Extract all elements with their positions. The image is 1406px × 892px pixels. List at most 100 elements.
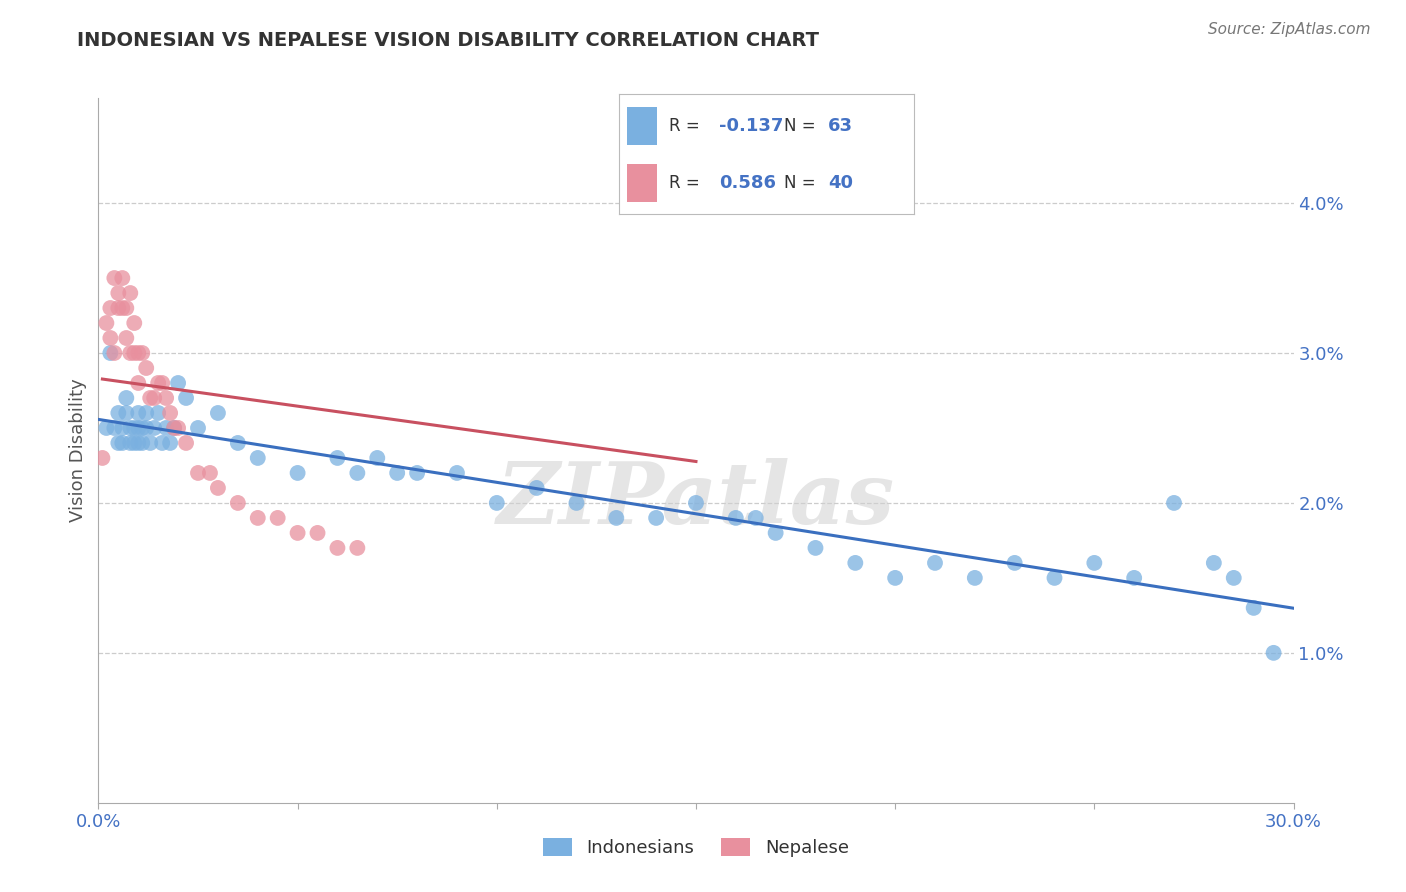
Point bbox=[127, 421, 149, 435]
Point bbox=[406, 466, 429, 480]
Point bbox=[366, 450, 388, 465]
Point bbox=[187, 421, 209, 435]
Point bbox=[155, 421, 177, 435]
Point bbox=[1202, 556, 1225, 570]
Point bbox=[167, 376, 190, 390]
Point bbox=[346, 466, 368, 480]
Point bbox=[745, 511, 768, 525]
Point bbox=[924, 556, 946, 570]
Point bbox=[963, 571, 986, 585]
Point bbox=[226, 496, 249, 510]
Y-axis label: Vision Disability: Vision Disability bbox=[69, 378, 87, 523]
Text: Source: ZipAtlas.com: Source: ZipAtlas.com bbox=[1208, 22, 1371, 37]
Point bbox=[111, 301, 134, 315]
Point bbox=[143, 391, 166, 405]
Point bbox=[198, 466, 221, 480]
Point bbox=[111, 421, 134, 435]
Point bbox=[120, 436, 142, 450]
Text: ZIPatlas: ZIPatlas bbox=[496, 458, 896, 541]
Point bbox=[1263, 646, 1285, 660]
Point bbox=[98, 331, 122, 345]
Point bbox=[1223, 571, 1246, 585]
Text: N =: N = bbox=[785, 117, 821, 136]
Point bbox=[96, 421, 118, 435]
Point bbox=[139, 436, 162, 450]
Point bbox=[163, 421, 186, 435]
Point bbox=[207, 406, 229, 420]
Point bbox=[91, 450, 114, 465]
Point bbox=[804, 541, 827, 555]
Point bbox=[135, 406, 157, 420]
Point bbox=[150, 376, 173, 390]
Point bbox=[111, 436, 134, 450]
Point bbox=[267, 511, 290, 525]
Text: 40: 40 bbox=[828, 174, 853, 192]
Legend: Indonesians, Nepalese: Indonesians, Nepalese bbox=[536, 830, 856, 864]
Point bbox=[1043, 571, 1066, 585]
Point bbox=[326, 450, 349, 465]
Point bbox=[143, 421, 166, 435]
Point bbox=[346, 541, 368, 555]
Point bbox=[127, 406, 149, 420]
Point bbox=[124, 316, 146, 330]
Point bbox=[167, 421, 190, 435]
Point bbox=[107, 436, 129, 450]
Point bbox=[135, 361, 157, 376]
Point bbox=[246, 450, 269, 465]
Point bbox=[685, 496, 707, 510]
Point bbox=[120, 421, 142, 435]
Point bbox=[115, 331, 138, 345]
Text: 0.586: 0.586 bbox=[718, 174, 776, 192]
Point bbox=[115, 406, 138, 420]
Point bbox=[446, 466, 468, 480]
FancyBboxPatch shape bbox=[627, 107, 657, 145]
Point bbox=[605, 511, 627, 525]
Point bbox=[287, 466, 309, 480]
Point bbox=[246, 511, 269, 525]
Point bbox=[148, 406, 170, 420]
Point bbox=[307, 525, 329, 540]
Point bbox=[1123, 571, 1146, 585]
Text: 63: 63 bbox=[828, 117, 853, 136]
Point bbox=[135, 421, 157, 435]
Point bbox=[127, 376, 149, 390]
Point bbox=[724, 511, 747, 525]
Point bbox=[884, 571, 907, 585]
Point bbox=[565, 496, 588, 510]
Point bbox=[111, 271, 134, 285]
Point bbox=[127, 346, 149, 360]
Point bbox=[150, 436, 173, 450]
Text: R =: R = bbox=[669, 117, 704, 136]
Point bbox=[107, 406, 129, 420]
Point bbox=[115, 301, 138, 315]
Point bbox=[174, 436, 197, 450]
Text: R =: R = bbox=[669, 174, 704, 192]
Point bbox=[148, 376, 170, 390]
Point bbox=[124, 346, 146, 360]
Point bbox=[96, 316, 118, 330]
Point bbox=[1163, 496, 1185, 510]
Point bbox=[131, 346, 153, 360]
Point bbox=[207, 481, 229, 495]
Point bbox=[107, 301, 129, 315]
Point bbox=[120, 286, 142, 301]
Text: N =: N = bbox=[785, 174, 821, 192]
Point bbox=[103, 271, 125, 285]
Point bbox=[174, 391, 197, 405]
Point bbox=[1004, 556, 1026, 570]
Point bbox=[139, 391, 162, 405]
Point bbox=[287, 525, 309, 540]
Point bbox=[131, 421, 153, 435]
Point bbox=[1243, 600, 1265, 615]
Point bbox=[163, 421, 186, 435]
Point bbox=[187, 466, 209, 480]
Point bbox=[107, 286, 129, 301]
Point bbox=[645, 511, 668, 525]
Point bbox=[526, 481, 548, 495]
FancyBboxPatch shape bbox=[627, 163, 657, 202]
Point bbox=[159, 406, 181, 420]
Point bbox=[485, 496, 508, 510]
Point bbox=[120, 346, 142, 360]
Point bbox=[685, 136, 707, 150]
Point bbox=[155, 391, 177, 405]
